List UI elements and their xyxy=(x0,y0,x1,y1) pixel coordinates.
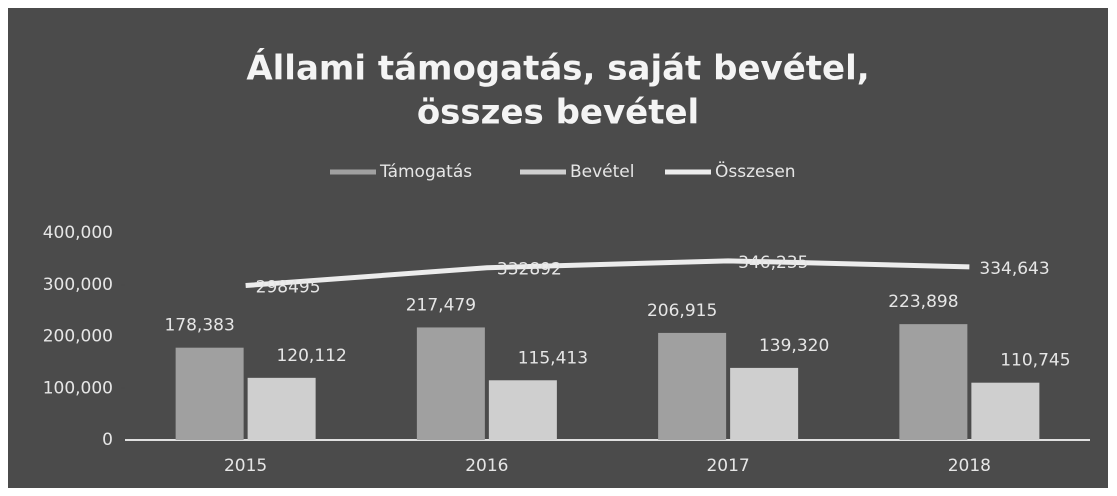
x-tick-label: 2017 xyxy=(706,456,749,476)
bar xyxy=(416,327,485,440)
data-label: 223,898 xyxy=(888,292,958,312)
bar xyxy=(971,382,1040,440)
data-label: 120,112 xyxy=(276,346,346,366)
data-label: 110,745 xyxy=(1000,351,1070,371)
y-tick-label: 0 xyxy=(102,430,113,450)
data-label: 298495 xyxy=(256,278,321,298)
data-label: 332892 xyxy=(497,260,562,280)
x-tick-label: 2016 xyxy=(465,456,508,476)
bar xyxy=(488,380,557,440)
data-label: 217,479 xyxy=(406,295,476,315)
legend-label: Bevétel xyxy=(570,162,635,182)
line xyxy=(245,258,970,289)
bar xyxy=(730,367,799,440)
bar xyxy=(175,347,244,440)
bar xyxy=(247,377,316,440)
data-label: 115,413 xyxy=(518,348,588,368)
data-label: 178,383 xyxy=(164,316,234,336)
legend-label: Támogatás xyxy=(379,162,472,182)
y-tick-label: 400,000 xyxy=(43,223,113,243)
chart-title: Állami támogatás, saját bevétel, xyxy=(246,48,869,89)
data-label: 139,320 xyxy=(759,336,829,356)
data-label: 346,235 xyxy=(738,253,808,273)
bar xyxy=(899,324,968,440)
x-tick-label: 2015 xyxy=(224,456,267,476)
data-label: 334,643 xyxy=(979,259,1049,279)
y-tick-label: 300,000 xyxy=(43,275,113,295)
chart-title: összes bevétel xyxy=(417,93,699,133)
data-label: 206,915 xyxy=(647,301,717,321)
y-tick-label: 100,000 xyxy=(43,378,113,398)
y-tick-label: 200,000 xyxy=(43,327,113,347)
bar xyxy=(658,332,727,440)
legend-label: Összesen xyxy=(715,160,796,182)
x-tick-label: 2018 xyxy=(948,456,991,476)
